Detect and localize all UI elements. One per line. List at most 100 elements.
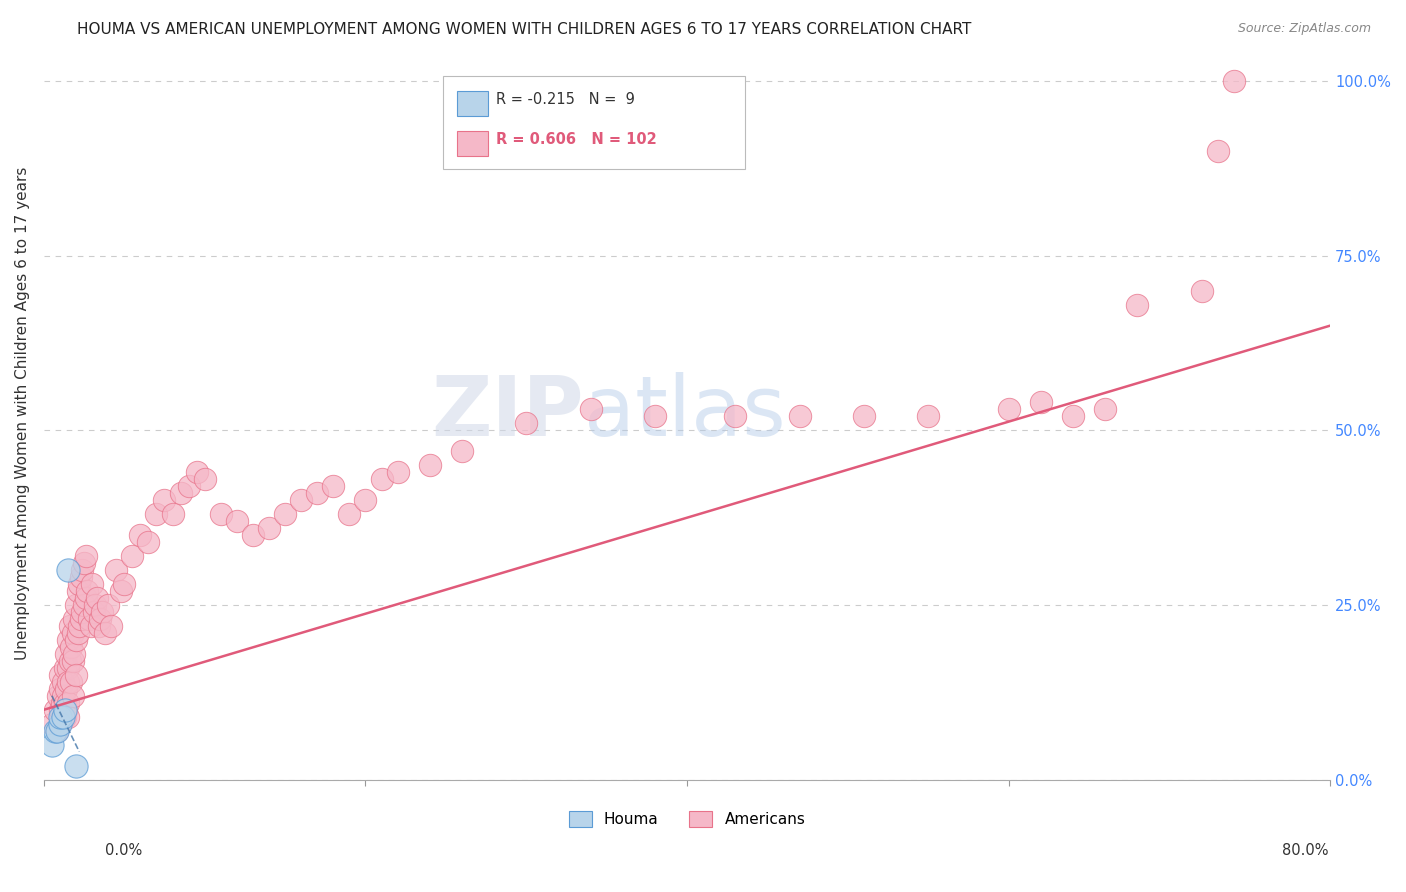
Americans <box>86 591 108 605</box>
Americans <box>370 472 392 486</box>
Americans <box>66 584 89 599</box>
Americans <box>62 626 84 640</box>
Americans <box>209 507 232 521</box>
Americans <box>56 661 79 675</box>
Text: ZIP: ZIP <box>432 373 583 453</box>
Houma <box>49 716 72 731</box>
Americans <box>290 493 312 508</box>
Americans <box>100 619 122 633</box>
Americans <box>79 619 101 633</box>
Text: atlas: atlas <box>583 373 786 453</box>
Americans <box>52 710 75 724</box>
Text: 0.0%: 0.0% <box>105 843 142 858</box>
Americans <box>53 710 76 724</box>
Americans <box>56 710 79 724</box>
Americans <box>62 654 84 668</box>
Houma <box>41 738 63 752</box>
Americans <box>51 696 73 710</box>
Americans <box>1094 402 1116 417</box>
Americans <box>339 507 361 521</box>
Americans <box>97 598 120 612</box>
Americans <box>49 681 72 696</box>
Americans <box>274 507 297 521</box>
Americans <box>52 674 75 689</box>
Americans <box>515 417 537 431</box>
Americans <box>49 668 72 682</box>
Americans <box>49 716 72 731</box>
Americans <box>76 584 98 599</box>
Americans <box>1191 284 1213 298</box>
Americans <box>186 465 208 479</box>
Americans <box>77 612 100 626</box>
Americans <box>307 486 329 500</box>
Americans <box>1062 409 1084 424</box>
Americans <box>52 689 75 703</box>
Americans <box>62 689 84 703</box>
Americans <box>852 409 875 424</box>
Americans <box>322 479 344 493</box>
Houma <box>56 563 79 577</box>
Americans <box>55 681 77 696</box>
Houma <box>44 723 66 738</box>
Americans <box>194 472 217 486</box>
Americans <box>55 647 77 661</box>
Text: HOUMA VS AMERICAN UNEMPLOYMENT AMONG WOMEN WITH CHILDREN AGES 6 TO 17 YEARS CORR: HOUMA VS AMERICAN UNEMPLOYMENT AMONG WOM… <box>77 22 972 37</box>
Americans <box>72 563 94 577</box>
Americans <box>112 577 135 591</box>
Americans <box>451 444 474 458</box>
Houma <box>45 723 67 738</box>
Americans <box>66 626 89 640</box>
Americans <box>60 640 83 654</box>
Americans <box>105 563 128 577</box>
Americans <box>162 507 184 521</box>
Americans <box>67 577 90 591</box>
Americans <box>72 605 94 619</box>
Americans <box>84 598 107 612</box>
Americans <box>89 612 111 626</box>
Americans <box>55 703 77 717</box>
Americans <box>1126 298 1149 312</box>
Americans <box>56 674 79 689</box>
Americans <box>63 647 86 661</box>
Americans <box>90 605 112 619</box>
Americans <box>644 409 666 424</box>
Houma <box>53 703 76 717</box>
Houma <box>52 710 75 724</box>
Americans <box>387 465 409 479</box>
Americans <box>87 619 110 633</box>
Americans <box>53 661 76 675</box>
Americans <box>177 479 200 493</box>
Americans <box>65 598 87 612</box>
Americans <box>121 549 143 563</box>
Americans <box>419 458 441 473</box>
Americans <box>70 612 93 626</box>
Americans <box>59 654 82 668</box>
Y-axis label: Unemployment Among Women with Children Ages 6 to 17 years: Unemployment Among Women with Children A… <box>15 166 30 659</box>
Americans <box>1029 395 1052 409</box>
Americans <box>49 703 72 717</box>
Americans <box>153 493 176 508</box>
Americans <box>44 703 66 717</box>
Americans <box>45 723 67 738</box>
Americans <box>59 619 82 633</box>
Americans <box>73 598 96 612</box>
Americans <box>70 570 93 584</box>
Americans <box>1206 144 1229 158</box>
Americans <box>65 668 87 682</box>
Americans <box>257 521 280 535</box>
Americans <box>82 577 104 591</box>
Americans <box>579 402 602 417</box>
Americans <box>354 493 377 508</box>
Americans <box>53 696 76 710</box>
Americans <box>75 549 97 563</box>
Americans <box>110 584 132 599</box>
Americans <box>48 689 70 703</box>
Americans <box>917 409 939 424</box>
Houma <box>65 758 87 772</box>
Text: 80.0%: 80.0% <box>1282 843 1329 858</box>
Americans <box>724 409 747 424</box>
Americans <box>65 632 87 647</box>
Americans <box>997 402 1019 417</box>
Americans <box>225 514 247 528</box>
Americans <box>75 591 97 605</box>
